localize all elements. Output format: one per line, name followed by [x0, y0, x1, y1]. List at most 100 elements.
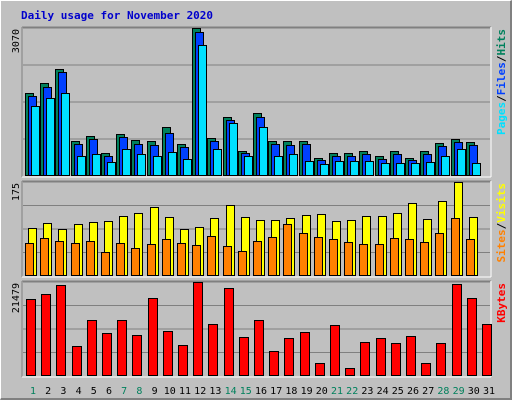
x-tick-label: 25 [392, 386, 404, 397]
bar-sites-day-27 [420, 242, 429, 276]
bar-kbytes-day-10 [163, 331, 173, 376]
bar-sites-day-15 [238, 251, 247, 276]
bar-pages-day-24 [381, 163, 390, 176]
bar-kbytes-day-29 [452, 284, 462, 376]
bar-pages-day-10 [168, 152, 177, 176]
x-tick-label: 1 [30, 386, 36, 397]
chart-title: Daily usage for November 2020 [21, 9, 213, 22]
bar-sites-day-2 [40, 238, 49, 276]
panel-legend: Pages/Files/Hits [495, 29, 508, 135]
bar-sites-day-4 [71, 243, 80, 276]
bar-pages-day-9 [153, 156, 162, 176]
x-tick-label: 3 [60, 386, 66, 397]
bar-kbytes-day-22 [345, 368, 355, 376]
bar-kbytes-day-5 [87, 320, 97, 376]
bar-sites-day-1 [25, 243, 34, 276]
x-tick-label: 13 [209, 386, 221, 397]
bar-pages-day-13 [213, 149, 222, 176]
bar-pages-day-15 [244, 156, 253, 176]
x-tick-label: 4 [76, 386, 82, 397]
x-tick-label: 17 [270, 386, 282, 397]
bar-kbytes-day-2 [41, 294, 51, 376]
panel-legend: KBytes [495, 283, 508, 323]
bar-sites-day-6 [101, 252, 110, 276]
bar-sites-day-16 [253, 241, 262, 276]
x-tick-label: 14 [225, 386, 237, 397]
legend-entry: / [495, 55, 508, 62]
bar-sites-day-30 [466, 239, 475, 276]
x-tick-label: 12 [194, 386, 206, 397]
x-tick-label: 28 [437, 386, 449, 397]
x-tick-label: 7 [121, 386, 127, 397]
x-tick-label: 27 [422, 386, 434, 397]
bar-kbytes-day-11 [178, 345, 188, 376]
x-tick-label: 9 [152, 386, 158, 397]
x-tick-label: 31 [483, 386, 495, 397]
y-max-label: 3070 [11, 29, 22, 53]
bar-kbytes-day-26 [406, 336, 416, 376]
legend-entry: / [495, 222, 508, 229]
y-max-label: 21479 [11, 283, 22, 313]
bar-kbytes-day-21 [330, 325, 340, 376]
bar-sites-day-18 [283, 224, 292, 276]
bar-sites-day-7 [116, 243, 125, 276]
bar-sites-day-14 [223, 246, 232, 276]
x-tick-label: 22 [346, 386, 358, 397]
legend-entry: Sites [495, 229, 508, 262]
bar-pages-day-25 [396, 163, 405, 176]
bar-sites-day-28 [435, 233, 444, 276]
x-tick-label: 26 [407, 386, 419, 397]
bar-pages-day-27 [426, 162, 435, 176]
bar-pages-day-3 [61, 93, 70, 176]
bar-pages-day-8 [137, 154, 146, 176]
legend-entry: Visits [495, 183, 508, 223]
bar-kbytes-day-23 [360, 342, 370, 376]
bar-kbytes-day-4 [72, 346, 82, 376]
bar-pages-day-30 [472, 163, 481, 176]
legend-entry: Hits [495, 29, 508, 56]
panel-kbytes: 21479 KBytes [11, 280, 508, 378]
bar-sites-day-25 [390, 238, 399, 276]
bar-kbytes-day-13 [208, 324, 218, 376]
bar-pages-day-5 [92, 154, 101, 176]
bar-sites-day-29 [451, 218, 460, 276]
bar-sites-day-22 [344, 242, 353, 276]
x-tick-label: 6 [106, 386, 112, 397]
bar-sites-day-24 [375, 244, 384, 276]
x-tick-label: 20 [316, 386, 328, 397]
x-tick-label: 16 [255, 386, 267, 397]
bar-kbytes-day-12 [193, 282, 203, 376]
bar-sites-day-12 [192, 245, 201, 276]
legend-entry: Pages [495, 102, 508, 135]
bar-sites-day-3 [55, 241, 64, 276]
bar-pages-day-2 [46, 98, 55, 176]
bar-pages-day-26 [411, 163, 420, 176]
y-max-label: 175 [11, 183, 22, 201]
bar-kbytes-day-19 [300, 332, 310, 376]
x-tick-label: 19 [301, 386, 313, 397]
bar-pages-day-23 [365, 161, 374, 176]
bar-kbytes-day-17 [269, 351, 279, 376]
bar-pages-day-6 [107, 162, 116, 176]
x-tick-label: 29 [453, 386, 465, 397]
bar-kbytes-day-14 [224, 288, 234, 376]
bar-pages-day-21 [335, 161, 344, 176]
bar-kbytes-day-6 [102, 333, 112, 376]
bar-sites-day-9 [147, 244, 156, 276]
bar-kbytes-day-28 [436, 343, 446, 376]
bar-sites-day-21 [329, 239, 338, 276]
x-tick-label: 15 [240, 386, 252, 397]
bar-pages-day-4 [77, 156, 86, 176]
bar-kbytes-day-24 [376, 338, 386, 376]
bar-kbytes-day-15 [239, 337, 249, 376]
bar-sites-day-13 [207, 236, 216, 276]
panel-legend: Sites/Visits [495, 183, 508, 263]
bar-kbytes-day-25 [391, 343, 401, 376]
bar-sites-day-11 [177, 243, 186, 276]
bar-kbytes-day-1 [26, 299, 36, 376]
bar-pages-day-18 [289, 154, 298, 176]
bar-kbytes-day-31 [482, 324, 492, 376]
bar-sites-day-19 [299, 233, 308, 276]
